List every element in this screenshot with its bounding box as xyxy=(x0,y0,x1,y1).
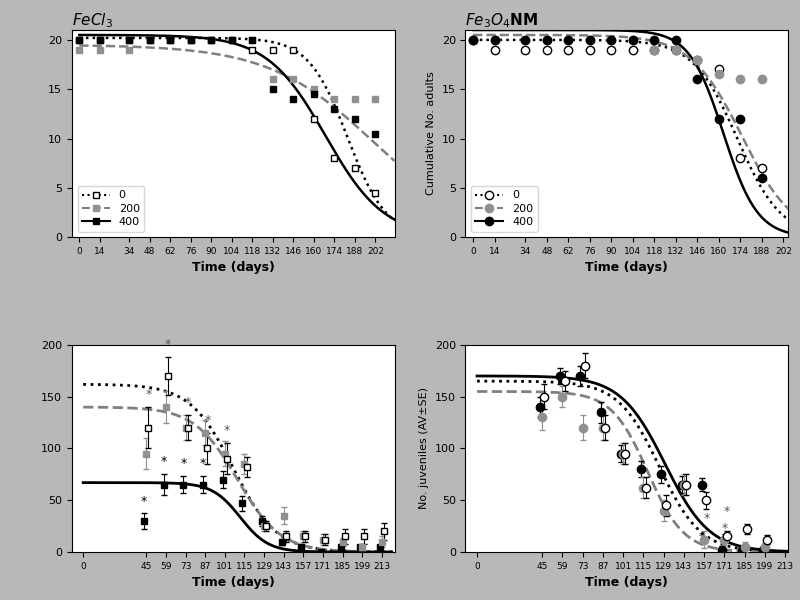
Text: *: * xyxy=(722,523,727,535)
Legend: 0, 200, 400: 0, 200, 400 xyxy=(78,186,144,232)
Legend: 0, 200, 400: 0, 200, 400 xyxy=(471,186,538,232)
Text: *: * xyxy=(146,388,151,401)
Y-axis label: No. juveniles (AV±SE): No. juveniles (AV±SE) xyxy=(419,388,429,509)
X-axis label: Time (days): Time (days) xyxy=(586,262,668,274)
Text: *: * xyxy=(180,457,186,470)
Text: *: * xyxy=(699,532,705,542)
Text: *: * xyxy=(204,413,210,427)
X-axis label: Time (days): Time (days) xyxy=(586,576,668,589)
Text: *: * xyxy=(141,496,147,509)
Text: *: * xyxy=(161,455,167,468)
Text: *: * xyxy=(723,505,730,518)
X-axis label: Time (days): Time (days) xyxy=(192,576,274,589)
Text: *: * xyxy=(200,457,206,470)
Text: *: * xyxy=(185,396,191,409)
Y-axis label: Cumulative No. adults: Cumulative No. adults xyxy=(426,71,436,196)
X-axis label: Time (days): Time (days) xyxy=(192,262,274,274)
Text: $\it{FeCl_3}$: $\it{FeCl_3}$ xyxy=(72,11,113,30)
Text: $\it{Fe_3O_4}$NM: $\it{Fe_3O_4}$NM xyxy=(466,11,538,30)
Text: *: * xyxy=(165,338,171,351)
Text: *: * xyxy=(224,424,230,437)
Text: *: * xyxy=(703,512,710,525)
